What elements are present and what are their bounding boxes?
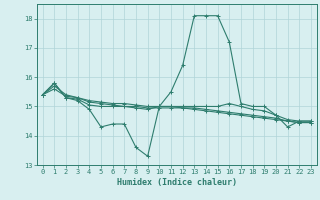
X-axis label: Humidex (Indice chaleur): Humidex (Indice chaleur) <box>117 178 237 187</box>
